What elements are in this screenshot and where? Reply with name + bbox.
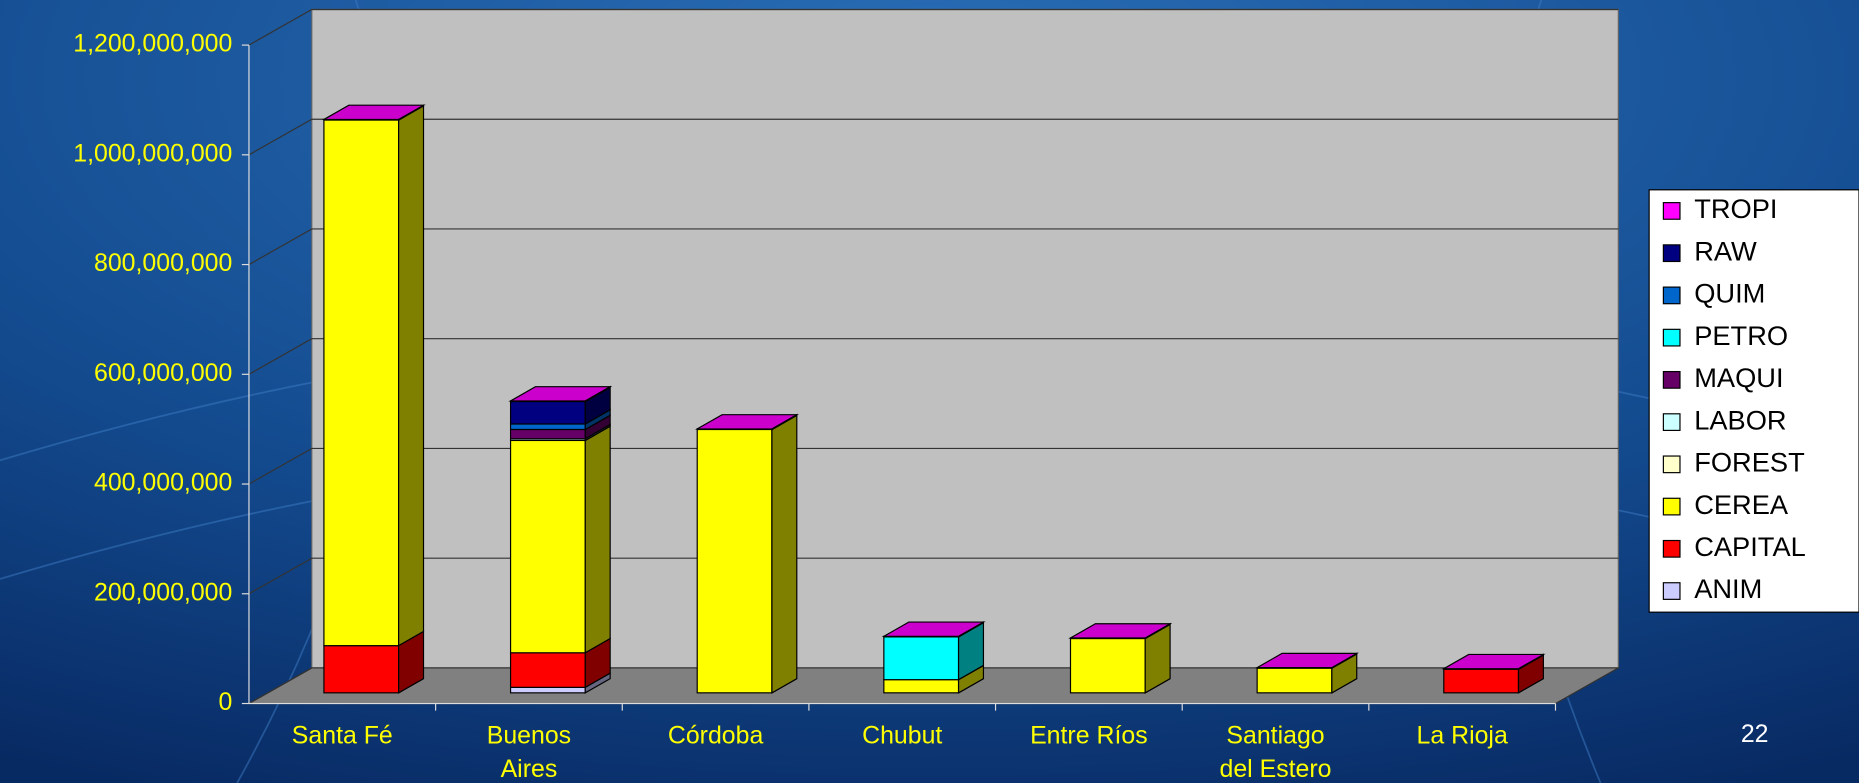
bar-top	[1441, 653, 1546, 670]
legend-label: FOREST	[1694, 447, 1805, 478]
bar-segment	[1254, 652, 1359, 670]
legend-swatch	[1662, 539, 1681, 558]
y-tick-label: 800,000,000	[94, 249, 232, 277]
bar-segment	[509, 386, 611, 425]
grid-line	[248, 118, 1619, 156]
bar-front	[696, 428, 773, 694]
bar-segment	[509, 425, 611, 654]
legend-swatch	[1662, 286, 1681, 305]
x-tick-label: La Rioja	[1417, 721, 1508, 749]
x-tick-label: Santa Fé	[292, 721, 393, 749]
bar-front	[323, 119, 400, 647]
legend-swatch	[1662, 455, 1681, 474]
bar-side	[771, 414, 798, 694]
bar-front	[509, 400, 586, 425]
bar-segment	[694, 413, 800, 431]
legend: TROPI RAW QUIM PETRO MAQUI LABOR FOREST CEREA CA…	[1648, 189, 1859, 613]
legend-swatch	[1662, 328, 1681, 347]
bar-top	[508, 386, 613, 402]
grid-line	[248, 8, 1619, 46]
y-tick-label: 200,000,000	[94, 578, 232, 606]
bar-top	[321, 104, 426, 121]
y-tick-label: 400,000,000	[94, 469, 232, 497]
bar-segment	[508, 385, 613, 403]
bar-top	[881, 621, 986, 637]
bar-front	[509, 439, 586, 654]
legend-swatch	[1662, 202, 1681, 220]
legend-box	[1648, 189, 1859, 613]
bar-front	[509, 423, 586, 431]
bar-front	[1443, 668, 1520, 694]
bar-front	[509, 428, 586, 440]
grid-line	[248, 447, 1619, 485]
bar-segment	[881, 621, 986, 638]
grid-line	[248, 338, 1619, 375]
x-tick-label: Santiago del Estero	[1220, 721, 1332, 782]
bar-top	[694, 414, 800, 430]
y-tick-label: 0	[219, 688, 233, 716]
legend-label: TROPI	[1694, 193, 1777, 224]
legend-label: RAW	[1694, 235, 1757, 266]
bar-front	[1069, 637, 1146, 694]
bar-segment	[1068, 622, 1173, 640]
bar-front	[509, 652, 586, 688]
bar-segment	[696, 414, 798, 694]
grid-line	[248, 667, 1619, 705]
legend-swatch	[1662, 413, 1681, 432]
legend-swatch	[1662, 244, 1681, 263]
bar-side	[398, 104, 425, 647]
legend-swatch	[1662, 497, 1681, 516]
bar-segment	[509, 637, 611, 689]
slide-number: 22	[1741, 720, 1769, 748]
bar-segment	[1441, 653, 1546, 671]
legend-label: CEREA	[1694, 489, 1789, 520]
grid-line	[248, 557, 1619, 595]
y-tick-label: 600,000,000	[94, 359, 232, 387]
bar-segment	[323, 104, 425, 647]
bar-segment	[1069, 623, 1171, 694]
bar-top	[1254, 652, 1359, 669]
bar-front	[509, 686, 586, 694]
bar-front	[323, 645, 400, 694]
bar-front	[883, 679, 960, 694]
legend-swatch	[1662, 582, 1681, 600]
x-tick-label: Entre Ríos	[1030, 721, 1148, 749]
legend-label: MAQUI	[1694, 362, 1783, 393]
grid-line	[248, 228, 1619, 266]
x-tick-label: Buenos Aires	[487, 721, 571, 782]
bar-segment	[323, 630, 425, 694]
bar-front	[883, 636, 960, 681]
bar-segment	[1256, 652, 1358, 694]
legend-label: QUIM	[1694, 278, 1765, 309]
legend-swatch	[1662, 370, 1681, 389]
bar-top	[1068, 623, 1173, 639]
legend-label: PETRO	[1694, 320, 1788, 351]
bar-front	[1256, 667, 1333, 694]
x-tick-label: Chubut	[862, 721, 942, 749]
x-tick-label: Córdoba	[668, 721, 764, 749]
bar-side	[584, 425, 611, 654]
bar-segment	[883, 664, 985, 694]
legend-label: CAPITAL	[1694, 531, 1806, 562]
bar-segment	[883, 621, 985, 681]
y-tick-label: 1,000,000,000	[73, 139, 232, 167]
bar-segment	[321, 104, 426, 122]
legend-label: LABOR	[1694, 404, 1786, 435]
legend-label: ANIM	[1694, 573, 1762, 604]
y-tick-label: 1,200,000,000	[73, 30, 232, 58]
